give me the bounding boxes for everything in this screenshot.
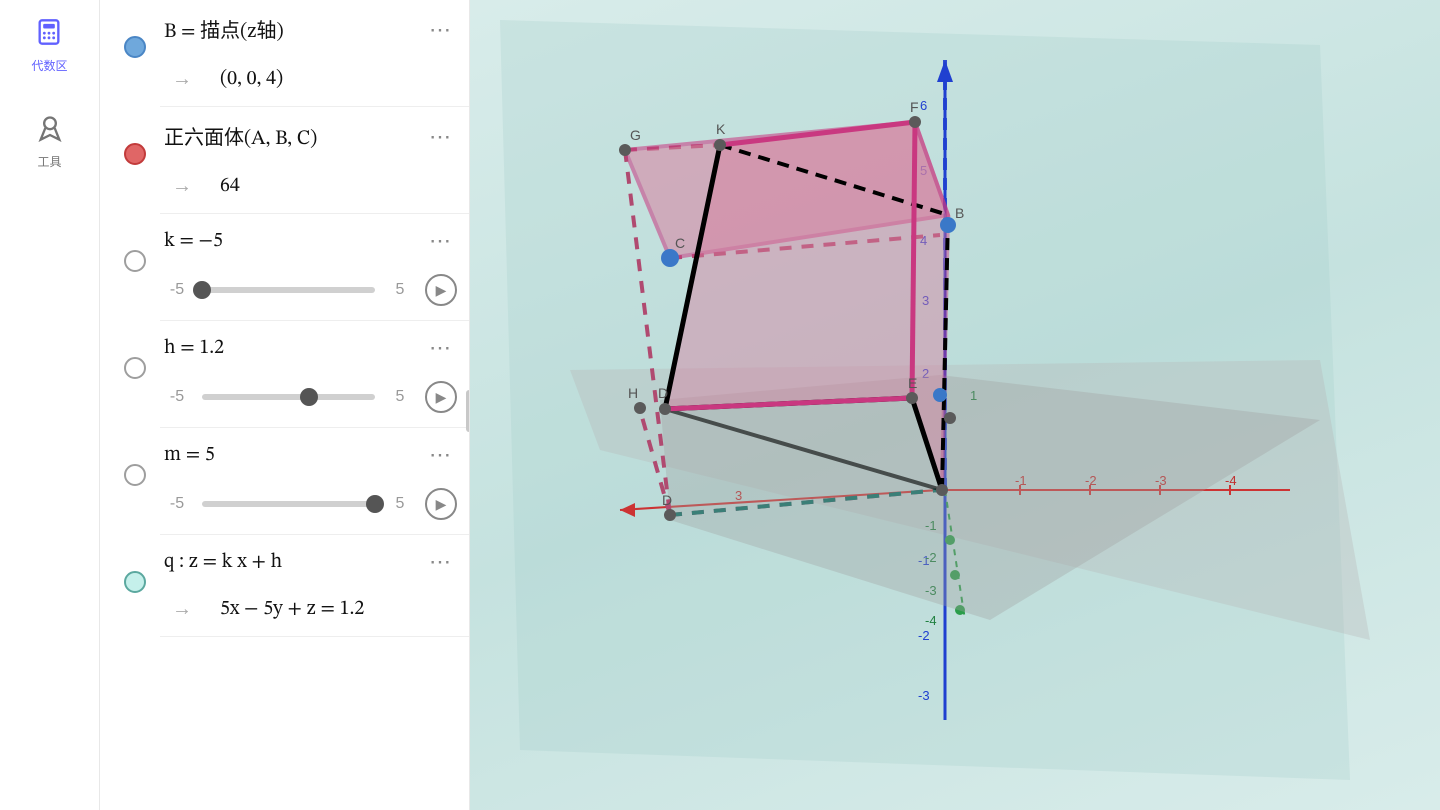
svg-text:-2: -2 — [918, 628, 930, 643]
svg-text:K: K — [716, 121, 726, 137]
more-icon[interactable]: ⋯ — [425, 124, 457, 150]
slider-k-min: -5 — [164, 281, 190, 299]
svg-text:-4: -4 — [925, 613, 937, 628]
more-icon[interactable]: ⋯ — [425, 442, 457, 468]
3d-graphics-view[interactable]: -1 -2 -3 -4 3 6 5 4 3 2 -1 -2 -3 — [470, 0, 1440, 810]
arrow-icon: → — [172, 598, 192, 621]
play-m-button[interactable]: ▶ — [425, 488, 457, 520]
more-icon[interactable]: ⋯ — [425, 549, 457, 575]
more-icon[interactable]: ⋯ — [425, 228, 457, 254]
slider-m-max: 5 — [387, 495, 413, 513]
definition-cube: 正六面体(A, B, C) — [164, 121, 317, 152]
arrow-icon: → — [172, 175, 192, 198]
nav-tools[interactable]: 工具 — [36, 114, 64, 170]
svg-text:G: G — [630, 127, 641, 143]
algebra-row-B[interactable]: B = 描点(z轴) ⋯ → (0, 0, 4) — [160, 0, 469, 107]
more-icon[interactable]: ⋯ — [425, 335, 457, 361]
calculator-icon — [35, 18, 63, 51]
svg-text:6: 6 — [920, 98, 927, 113]
svg-text:B: B — [955, 205, 964, 221]
play-h-button[interactable]: ▶ — [425, 381, 457, 413]
nav-tools-label: 工具 — [37, 153, 61, 170]
svg-text:-3: -3 — [918, 688, 930, 703]
definition-h: h = 1.2 — [164, 336, 224, 361]
slider-k[interactable] — [202, 287, 375, 293]
svg-text:H: H — [628, 385, 638, 401]
slider-h[interactable] — [202, 394, 375, 400]
tools-icon — [36, 114, 64, 147]
play-k-button[interactable]: ▶ — [425, 274, 457, 306]
slider-m[interactable] — [202, 501, 375, 507]
svg-text:D: D — [662, 492, 672, 508]
result-B: (0, 0, 4) — [220, 67, 283, 92]
definition-m: m = 5 — [164, 443, 215, 468]
visibility-dot-cube[interactable] — [124, 143, 146, 165]
more-icon[interactable]: ⋯ — [425, 17, 457, 43]
svg-text:E: E — [908, 375, 917, 391]
algebra-row-q[interactable]: q : z = k x + h ⋯ → 5x − 5y + z = 1.2 — [160, 535, 469, 637]
visibility-dot-q[interactable] — [124, 571, 146, 593]
algebra-row-cube[interactable]: 正六面体(A, B, C) ⋯ → 64 — [160, 107, 469, 214]
result-cube: 64 — [220, 174, 240, 199]
algebra-row-k[interactable]: k = −5 ⋯ -5 5 ▶ — [160, 214, 469, 321]
left-nav: 代数区 工具 — [0, 0, 100, 810]
nav-algebra-label: 代数区 — [31, 57, 67, 74]
visibility-dot-B[interactable] — [124, 36, 146, 58]
nav-algebra[interactable]: 代数区 — [31, 18, 67, 74]
slider-k-max: 5 — [387, 281, 413, 299]
algebra-panel: B = 描点(z轴) ⋯ → (0, 0, 4) 正六面体(A, B, C) ⋯… — [100, 0, 470, 810]
definition-k: k = −5 — [164, 229, 223, 254]
visibility-dot-k[interactable] — [124, 250, 146, 272]
definition-B: B = 描点(z轴) — [164, 14, 284, 45]
arrow-icon: → — [172, 68, 192, 91]
definition-q: q : z = k x + h — [164, 550, 282, 575]
svg-text:F: F — [910, 99, 919, 115]
result-q: 5x − 5y + z = 1.2 — [220, 597, 364, 622]
visibility-dot-m[interactable] — [124, 464, 146, 486]
svg-text:D: D — [658, 385, 668, 401]
slider-h-min: -5 — [164, 388, 190, 406]
svg-text:C: C — [675, 235, 685, 251]
algebra-row-h[interactable]: h = 1.2 ⋯ -5 5 ▶ — [160, 321, 469, 428]
slider-m-min: -5 — [164, 495, 190, 513]
slider-h-max: 5 — [387, 388, 413, 406]
algebra-row-m[interactable]: m = 5 ⋯ -5 5 ▶ — [160, 428, 469, 535]
visibility-dot-h[interactable] — [124, 357, 146, 379]
